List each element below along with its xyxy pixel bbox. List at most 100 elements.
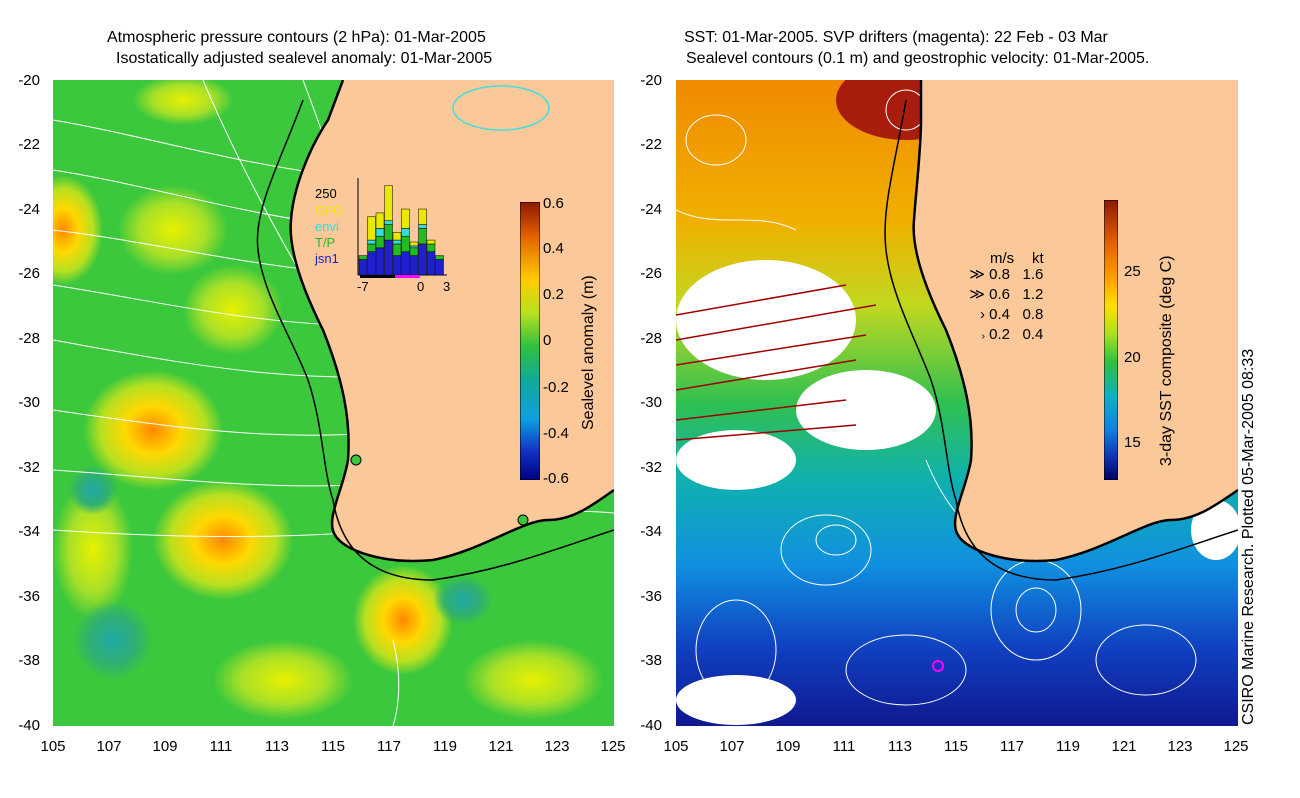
velocity-key-kt: 0.4 bbox=[1022, 326, 1044, 343]
sealevel-colorbar-tick: -0.4 bbox=[543, 425, 569, 442]
sealevel-colorbar-tick: 0.4 bbox=[543, 240, 564, 257]
anomaly-mid bbox=[53, 480, 133, 620]
anomaly-mid bbox=[118, 185, 228, 275]
anomaly-mid bbox=[213, 640, 353, 720]
inset-bar-jsn1 bbox=[426, 251, 436, 276]
velocity-key-kt: 0.8 bbox=[1022, 306, 1044, 323]
coastline bbox=[912, 80, 1238, 563]
right-y-tick: -26 bbox=[640, 265, 662, 282]
right-y-tick: -30 bbox=[640, 394, 662, 411]
sst-colorbar-tick: 25 bbox=[1124, 263, 1141, 280]
inset-bar-gfo bbox=[367, 216, 376, 241]
velocity-key-row: ≫ 0.8 1.6 ≫ 0.6 1.2 › 0.4 0.8 › 0.2 0.4 bbox=[965, 265, 1043, 347]
tide-gauge-marker bbox=[517, 514, 529, 526]
inset-bar-gfo bbox=[401, 208, 410, 229]
velocity-arrow-icon: ≫ bbox=[969, 286, 985, 303]
right-x-tick: 105 bbox=[663, 738, 689, 755]
right-y-tick: -22 bbox=[640, 136, 662, 153]
cloud-patch bbox=[676, 260, 856, 380]
cloud-patch bbox=[676, 430, 796, 490]
velocity-key-ms: 0.2 bbox=[989, 326, 1011, 343]
inset-legend-tp: T/P bbox=[315, 235, 336, 250]
cloud-patch bbox=[796, 370, 936, 450]
sealevel-colorbar-label: Sealevel anomaly (m) bbox=[580, 275, 597, 430]
inset-bar-tp bbox=[401, 235, 410, 252]
left-x-tick: 111 bbox=[209, 738, 233, 755]
inset-bar-tp bbox=[392, 243, 402, 256]
right-x-tick: 113 bbox=[888, 738, 912, 755]
anomaly-high bbox=[353, 565, 453, 675]
left-y-tick: -38 bbox=[18, 652, 40, 669]
pressure-low-contour bbox=[452, 85, 550, 131]
inset-bar-tp bbox=[418, 228, 427, 245]
australia-land bbox=[913, 80, 1238, 561]
left-y-tick: -24 bbox=[18, 201, 40, 218]
drifter-tracks bbox=[676, 284, 877, 441]
right-x-tick: 119 bbox=[1056, 738, 1080, 755]
right-y-tick: -38 bbox=[640, 652, 662, 669]
left-x-tick: 117 bbox=[377, 738, 401, 755]
inset-x-tick: 3 bbox=[443, 279, 451, 294]
right-y-tick: -20 bbox=[640, 72, 662, 89]
inset-bar-gfo bbox=[392, 232, 402, 241]
velocity-arrow-icon: › bbox=[981, 331, 985, 342]
inset-bar-gfo bbox=[426, 239, 436, 245]
inset-drifter-window-current bbox=[395, 275, 420, 278]
inset-bar-tp bbox=[409, 247, 419, 256]
inset-bar-jsn1 bbox=[367, 251, 376, 276]
inset-bar-gfo bbox=[375, 212, 385, 229]
anomaly-low bbox=[433, 575, 493, 625]
inset-bar-tp bbox=[367, 243, 376, 252]
velocity-key-kt-header: kt bbox=[1032, 250, 1044, 267]
right-x-tick: 115 bbox=[944, 738, 968, 755]
left-x-tick: 113 bbox=[265, 738, 289, 755]
coastline bbox=[289, 80, 614, 563]
inset-x-tick: -7 bbox=[357, 279, 369, 294]
inset-bar-jsn1 bbox=[418, 243, 427, 276]
inset-bar-tp bbox=[426, 243, 436, 252]
right-y-tick: -40 bbox=[640, 717, 662, 734]
inset-bar-envi bbox=[384, 220, 393, 225]
anomaly-high bbox=[83, 370, 223, 490]
left-y-tick: -34 bbox=[18, 523, 40, 540]
inset-legend-jsn1: jsn1 bbox=[315, 251, 339, 266]
left-y-tick: -22 bbox=[18, 136, 40, 153]
velocity-arrow-icon: › bbox=[980, 306, 985, 323]
inset-bar-tp bbox=[358, 255, 368, 260]
velocity-key-ms: 0.6 bbox=[989, 286, 1011, 303]
left-y-tick: -28 bbox=[18, 330, 40, 347]
anomaly-low bbox=[73, 600, 153, 680]
inset-ymax-label: 250 bbox=[315, 186, 337, 201]
anomaly-high bbox=[153, 480, 293, 600]
inset-bar-jsn1 bbox=[358, 259, 368, 276]
right-x-tick: 117 bbox=[1000, 738, 1024, 755]
left-x-tick: 109 bbox=[152, 738, 178, 755]
left-x-tick: 125 bbox=[600, 738, 626, 755]
left-x-tick: 115 bbox=[321, 738, 345, 755]
velocity-key-kt: 1.2 bbox=[1022, 286, 1044, 303]
tide-gauge-marker bbox=[350, 454, 362, 466]
anomaly-mid bbox=[183, 265, 283, 355]
sealevel-colorbar-tick: -0.2 bbox=[543, 379, 569, 396]
velocity-key-ms: 0.4 bbox=[989, 306, 1011, 323]
left-title-line1: Atmospheric pressure contours (2 hPa): 0… bbox=[107, 29, 486, 46]
left-title-line2: Isostatically adjusted sealevel anomaly:… bbox=[116, 50, 493, 67]
inset-bar-gfo bbox=[418, 208, 427, 225]
right-title-line1: SST: 01-Mar-2005. SVP drifters (magenta)… bbox=[684, 29, 1108, 46]
left-x-tick: 121 bbox=[488, 738, 514, 755]
inset-bar-envi bbox=[392, 239, 402, 245]
svp-drifter-marker bbox=[932, 660, 944, 672]
inset-bar-envi bbox=[375, 228, 385, 237]
right-x-tick: 123 bbox=[1167, 738, 1193, 755]
velocity-arrow-icon: ≫ bbox=[969, 266, 985, 283]
shelf-contour bbox=[256, 99, 614, 581]
inset-drifter-window bbox=[360, 275, 418, 278]
left-y-tick: -30 bbox=[18, 394, 40, 411]
left-x-tick: 119 bbox=[433, 738, 457, 755]
inset-bar-jsn1 bbox=[401, 251, 410, 276]
velocity-key-ms: 0.8 bbox=[989, 266, 1011, 283]
inset-bar-jsn1 bbox=[435, 259, 444, 276]
inset-bar-gfo bbox=[384, 185, 393, 221]
sst-colorbar-label: 3-day SST composite (deg C) bbox=[1158, 255, 1175, 466]
left-x-tick: 107 bbox=[96, 738, 122, 755]
